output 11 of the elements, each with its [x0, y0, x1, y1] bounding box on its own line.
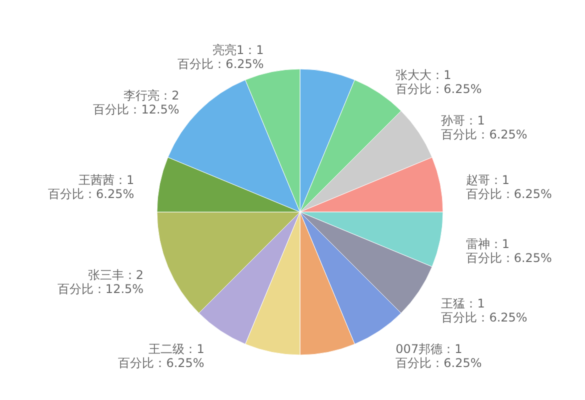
slice-label: 孙哥：1 百分比：6.25% — [441, 113, 528, 142]
slice-label: 赵哥：1 百分比：6.25% — [466, 172, 552, 201]
slice-label: 007邦德：1 百分比：6.25% — [396, 342, 482, 370]
slice-label: 张三丰：2 百分比：12.5% — [57, 268, 144, 296]
slice-label: 亮亮1：1 百分比：6.25% — [178, 43, 264, 72]
slice-label: 李行亮：2 百分比：12.5% — [93, 88, 180, 116]
slice-label: 张大大：1 百分比：6.25% — [396, 68, 482, 96]
slice-label: 王二级：1 百分比：6.25% — [118, 342, 204, 370]
slice-label: 王猛：1 百分比：6.25% — [441, 296, 528, 325]
slice-label: 雷神：1 百分比：6.25% — [466, 237, 552, 266]
slice-label: 王茜茜：1 百分比：6.25% — [48, 172, 134, 201]
